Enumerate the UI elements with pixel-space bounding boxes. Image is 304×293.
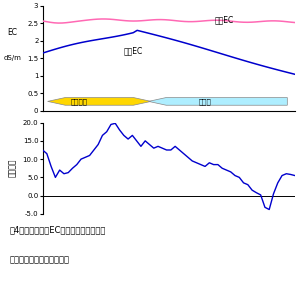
Text: 図4　　給排液のECの変化と給排水量か: 図4 給排液のECの変化と給排水量か: [9, 226, 105, 235]
Text: ら求めた養分吸収量の変化: ら求めた養分吸収量の変化: [9, 255, 69, 264]
Text: 排液EC: 排液EC: [214, 15, 233, 24]
Text: 吸収指標: 吸収指標: [8, 159, 17, 178]
Text: 液肚給給: 液肚給給: [70, 98, 87, 105]
Text: EC: EC: [7, 28, 17, 37]
Polygon shape: [48, 98, 151, 105]
Text: dS/m: dS/m: [3, 55, 21, 61]
Text: 水補給: 水補給: [199, 98, 212, 105]
Polygon shape: [149, 98, 287, 105]
Text: 給液EC: 給液EC: [123, 46, 143, 55]
